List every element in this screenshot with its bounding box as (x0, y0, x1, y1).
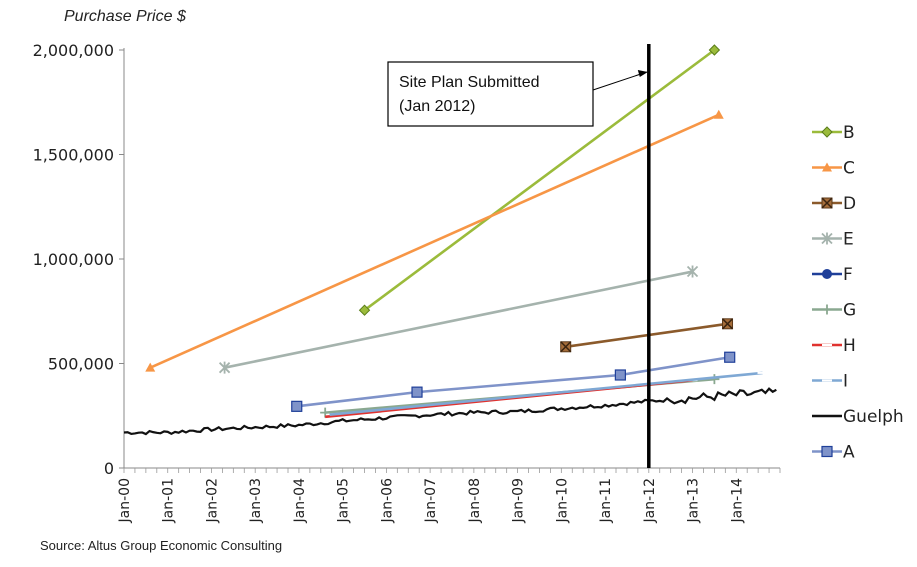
y-tick-label: 2,000,000 (33, 41, 114, 60)
annotation-box (387, 61, 594, 127)
series-b-point (708, 44, 721, 56)
legend-f-label: F (843, 265, 853, 285)
x-tick-label: Jan-05 (336, 478, 352, 523)
y-tick-label: 1,000,000 (33, 250, 114, 269)
series-c-point (713, 109, 724, 119)
legend-b-marker (821, 126, 833, 138)
x-tick-label: Jan-04 (292, 478, 308, 524)
series-c-point (145, 362, 156, 372)
x-tick-label: Jan-03 (248, 478, 264, 523)
x-tick-label: Jan-06 (379, 478, 395, 524)
series-c-line (149, 113, 720, 369)
series-b-line (363, 48, 716, 312)
annotation-arrow-head (637, 70, 648, 77)
x-tick-label: Jan-12 (642, 478, 658, 523)
legend-d-marker (821, 197, 833, 209)
legend-i-label: I (843, 372, 848, 392)
annotation-arrow-line (592, 71, 647, 91)
legend-e-label: E (843, 230, 854, 250)
x-tick-label: Jan-08 (467, 478, 483, 523)
legend-d-label: D (843, 194, 856, 214)
annotation-text: Site Plan Submitted (399, 74, 540, 91)
annotation-text: (Jan 2012) (399, 98, 476, 115)
x-tick-label: Jan-02 (204, 478, 220, 523)
x-tick-label: Jan-07 (423, 478, 439, 523)
x-tick-label: Jan-00 (117, 478, 133, 523)
legend-c-marker (822, 162, 832, 172)
legend-b-label: B (843, 123, 855, 143)
x-tick-label: Jan-10 (554, 478, 570, 523)
series-a-point (411, 386, 423, 398)
series-i-line (329, 371, 763, 416)
x-tick-label: Jan-11 (598, 478, 614, 523)
legend-c-label: C (843, 159, 855, 179)
series-e-point (218, 361, 231, 374)
legend-a-marker (821, 445, 833, 458)
y-tick-label: 0 (104, 459, 114, 478)
y-axis-title: Purchase Price $ (64, 8, 186, 25)
legend-e-marker (821, 232, 833, 245)
series-b-point (358, 304, 371, 316)
series-a-point (724, 351, 736, 363)
legend-guelph-label: Guelph (843, 407, 904, 427)
source-note: Source: Altus Group Economic Consulting (40, 538, 283, 553)
series-d-line (565, 322, 728, 349)
series-a-line (296, 355, 730, 408)
series-e-line (224, 270, 693, 369)
x-tick-label: Jan-09 (511, 478, 527, 523)
series-a-point (291, 400, 303, 412)
x-tick-label: Jan-14 (729, 478, 745, 524)
legend-f-marker (822, 269, 832, 279)
y-tick-label: 500,000 (48, 355, 114, 374)
legend-a-label: A (843, 443, 855, 463)
legend-g-marker (822, 304, 832, 315)
y-tick-label: 1,500,000 (33, 146, 114, 165)
legend-g-label: G (843, 301, 856, 321)
series-guelph-line (123, 387, 777, 436)
series-e-point (686, 265, 699, 278)
series-d-point (721, 318, 734, 330)
x-tick-label: Jan-01 (161, 478, 177, 523)
series-a-point (614, 369, 626, 381)
x-tick-label: Jan-13 (686, 478, 702, 523)
legend-h-label: H (843, 336, 856, 356)
series-d-point (560, 341, 572, 353)
